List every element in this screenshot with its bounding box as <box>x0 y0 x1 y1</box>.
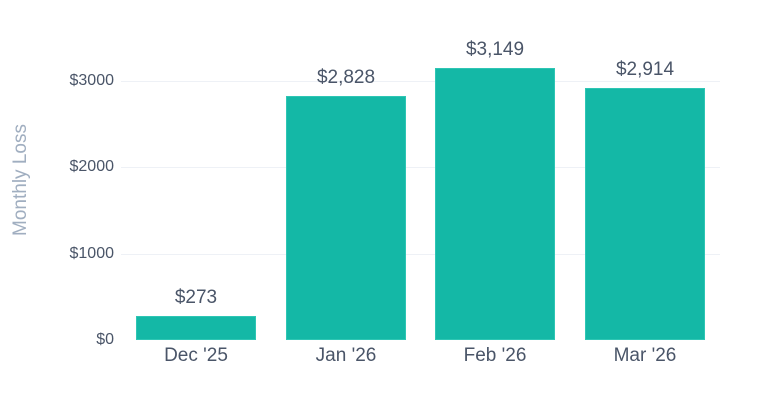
y-tick-label: $2000 <box>69 158 115 175</box>
x-tick-label: Dec '25 <box>164 345 228 366</box>
y-tick-label: $1000 <box>69 245 115 262</box>
bar[interactable] <box>286 96 406 340</box>
y-tick-label: $0 <box>96 331 114 348</box>
x-tick-label: Jan '26 <box>315 345 377 366</box>
bar[interactable] <box>136 316 256 340</box>
bar-value-label: $3,149 <box>465 39 525 60</box>
x-tick-label: Mar '26 <box>613 345 677 366</box>
gridline <box>121 254 720 255</box>
gridline <box>121 167 720 168</box>
bar-value-label: $2,828 <box>316 67 376 88</box>
gridline <box>121 81 720 82</box>
bar-value-label: $2,914 <box>615 59 675 80</box>
bar[interactable] <box>585 88 705 340</box>
y-tick-label: $3000 <box>69 72 115 89</box>
y-axis-label: Monthly Loss <box>10 124 31 236</box>
bar[interactable] <box>435 68 555 340</box>
bar-value-label: $273 <box>174 287 218 308</box>
x-tick-label: Feb '26 <box>463 345 527 366</box>
